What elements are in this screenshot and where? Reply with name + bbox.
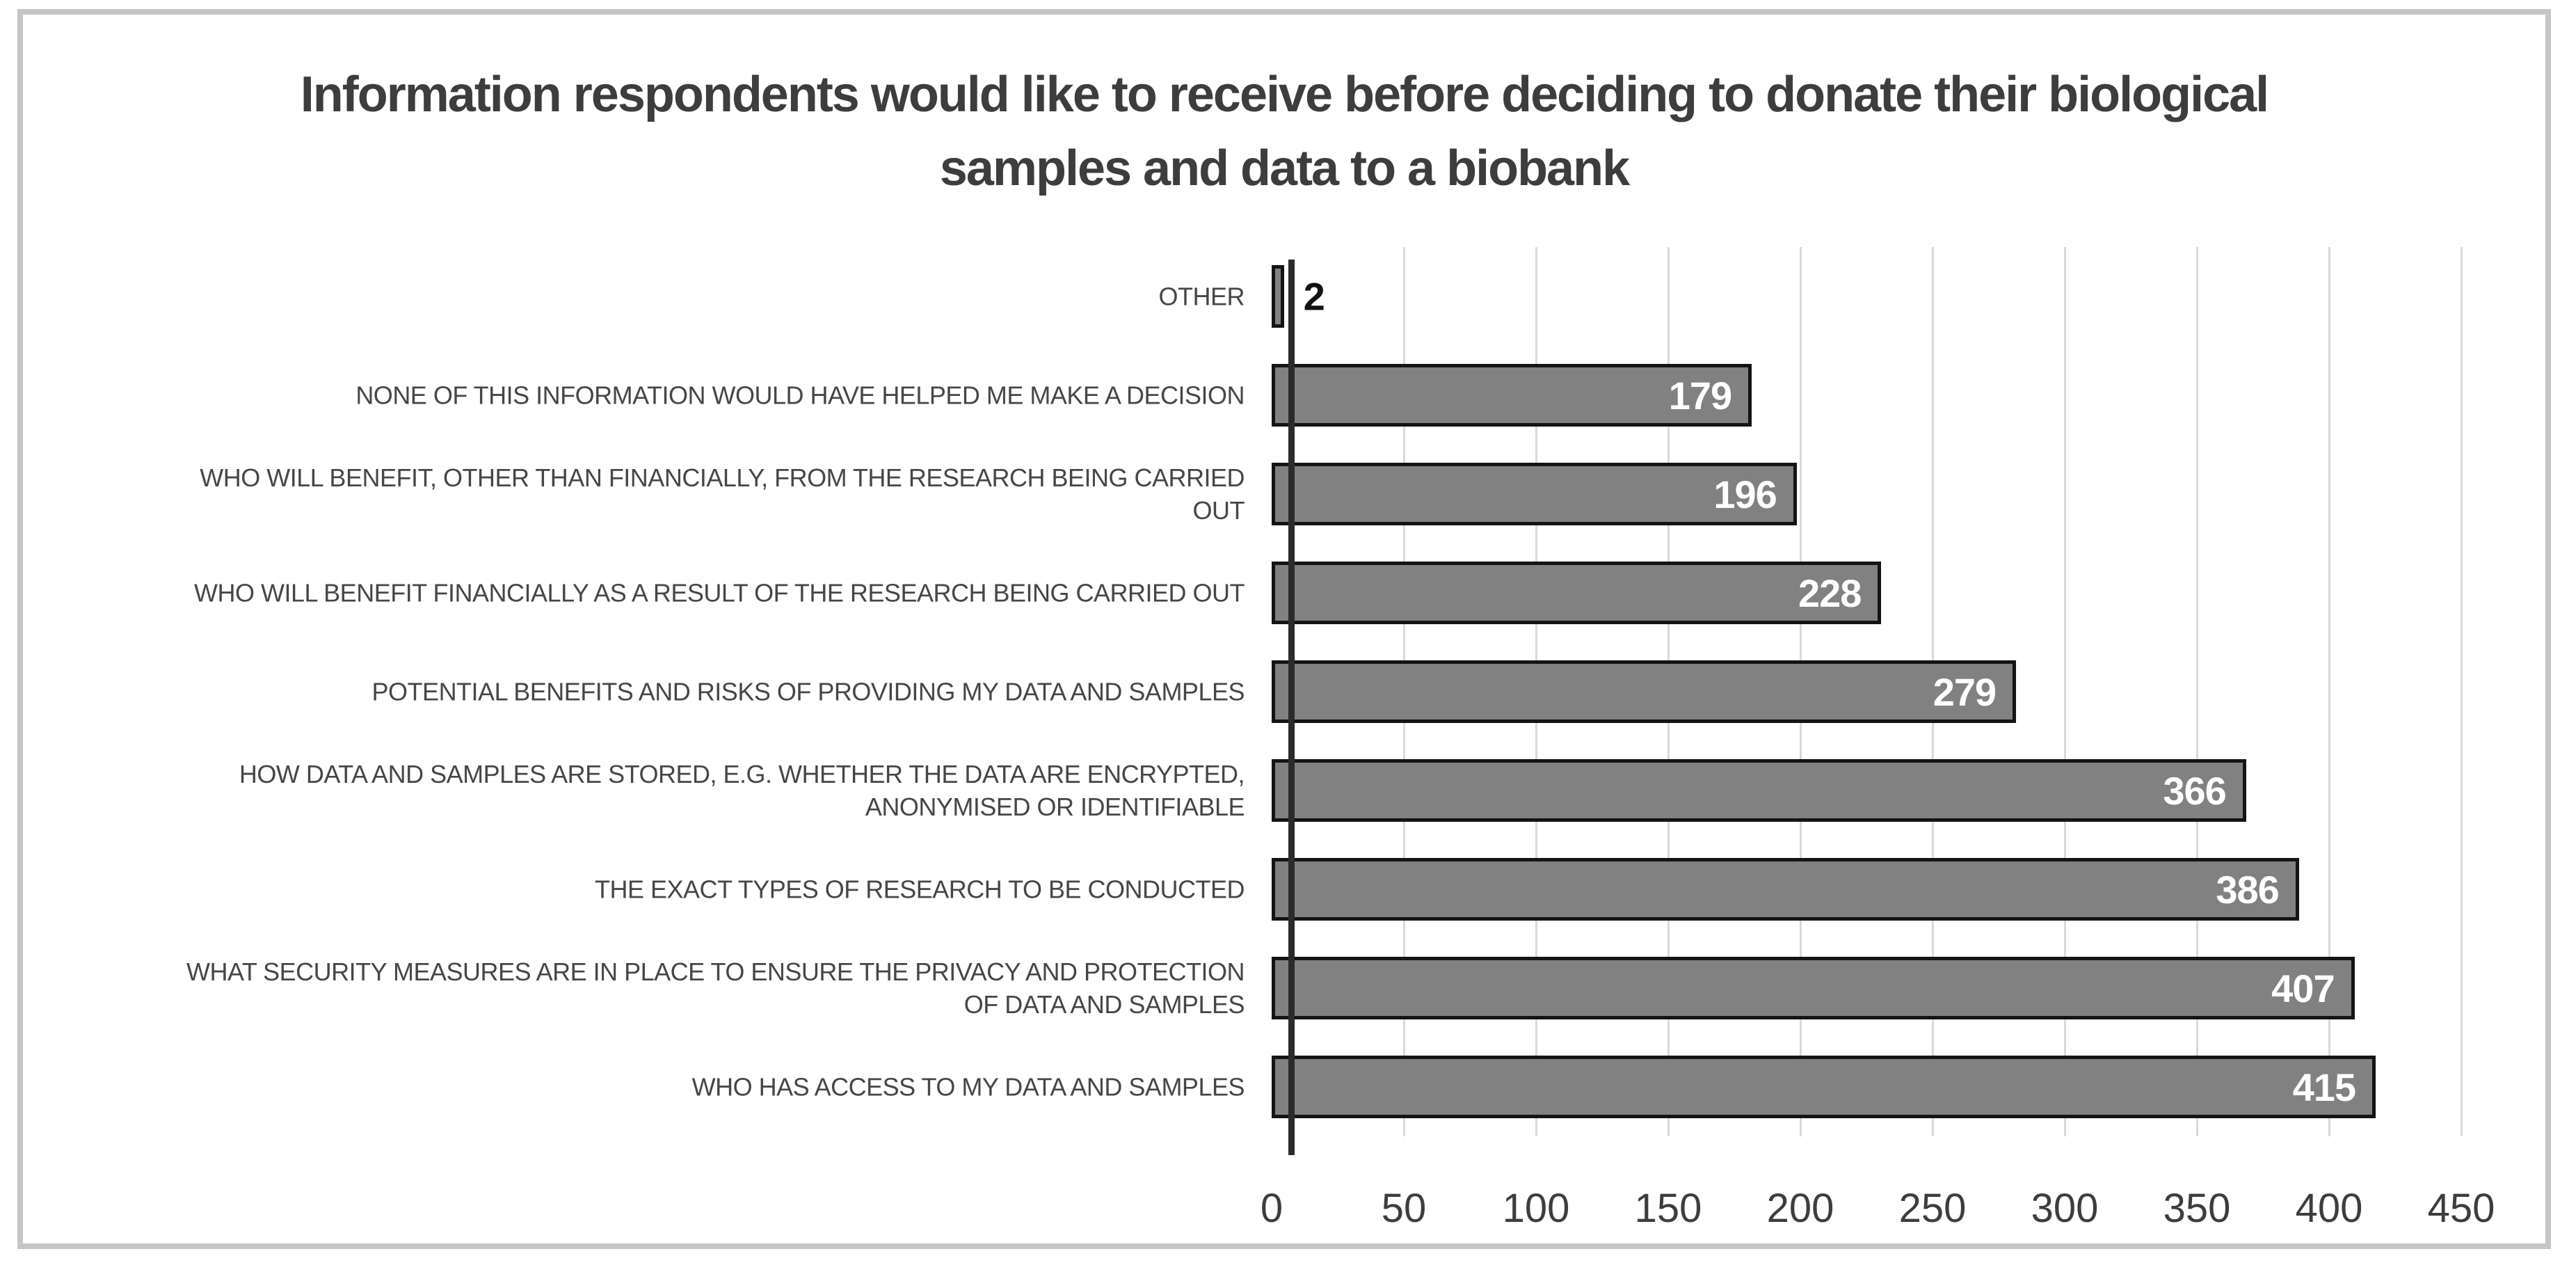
x-tick-label: 450 [2427, 1186, 2495, 1231]
category-label: WHO WILL BENEFIT, OTHER THAN FINANCIALLY… [200, 463, 1245, 525]
x-tick-label: 200 [1766, 1186, 1834, 1231]
x-tick-label: 100 [1502, 1186, 1570, 1231]
category-label: OTHER [1158, 282, 1245, 311]
x-tick-label: 250 [1898, 1186, 1967, 1231]
bar: 415 [1272, 1056, 2376, 1118]
category-label: WHO HAS ACCESS TO MY DATA AND SAMPLES [691, 1072, 1245, 1102]
bar: 196 [1272, 463, 1797, 525]
bar: 279 [1272, 660, 2017, 723]
category-label: HOW DATA AND SAMPLES ARE STORED, E.G. WH… [239, 760, 1245, 821]
category-label: WHO WILL BENEFIT FINANCIALLY AS A RESULT… [194, 578, 1245, 607]
x-tick-label: 300 [2031, 1186, 2099, 1231]
x-tick-label: 0 [1260, 1186, 1283, 1231]
bar: 386 [1272, 858, 2299, 921]
bar: 407 [1272, 957, 2355, 1019]
bar-value-label: 386 [2216, 867, 2279, 912]
gridline [2195, 247, 2198, 1136]
chart-frame: Information respondents would like to re… [17, 9, 2551, 1249]
bar: 179 [1272, 364, 1752, 427]
bar-value-label: 179 [1668, 373, 1732, 418]
bar-value-label: 415 [2292, 1065, 2356, 1109]
bar: 366 [1272, 759, 2246, 822]
x-tick-label: 350 [2163, 1186, 2231, 1231]
bar [1272, 265, 1284, 328]
bar-value-label: 196 [1713, 472, 1777, 516]
category-label: POTENTIAL BENEFITS AND RISKS OF PROVIDIN… [371, 677, 1245, 706]
chart-title: Information respondents would like to re… [300, 67, 2269, 196]
x-tick-label: 150 [1634, 1186, 1702, 1231]
gridline [2063, 247, 2066, 1136]
category-label: THE EXACT TYPES OF RESEARCH TO BE CONDUC… [594, 875, 1245, 904]
bar-value-label: 228 [1798, 571, 1862, 615]
y-axis-line [1288, 260, 1295, 1155]
bar: 228 [1272, 562, 1882, 624]
category-label: WHAT SECURITY MEASURES ARE IN PLACE TO E… [186, 957, 1245, 1019]
x-tick-label: 400 [2295, 1186, 2363, 1231]
gridline [2328, 247, 2330, 1136]
bar-value-label: 279 [1933, 669, 1997, 714]
bar-value-label: 407 [2271, 966, 2335, 1010]
category-label: NONE OF THIS INFORMATION WOULD HAVE HELP… [355, 381, 1245, 410]
x-tick-label: 50 [1381, 1186, 1427, 1231]
bar-value-label: 2 [1303, 274, 1325, 319]
bar-value-label: 366 [2163, 768, 2226, 813]
gridline [2460, 247, 2463, 1136]
